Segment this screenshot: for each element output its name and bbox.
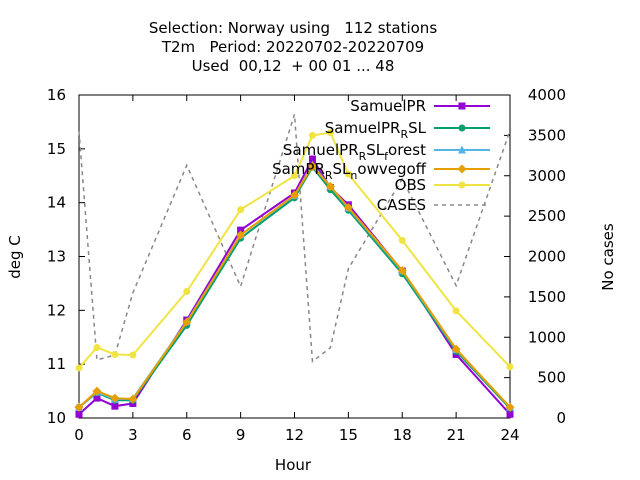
- x-tick-label: 0: [74, 426, 84, 444]
- y-axis-left: 10 11 12 13 14 15 16: [47, 86, 85, 427]
- data-point: [291, 172, 298, 180]
- legend-entry: SamuelPR: [350, 97, 490, 115]
- data-point: [237, 206, 245, 214]
- chart-title: Selection: Norway using 112 stationsT2m …: [149, 19, 437, 75]
- data-point: [74, 402, 84, 412]
- data-point: [397, 265, 407, 275]
- series-obs: [75, 129, 514, 372]
- legend-marker: [458, 102, 466, 110]
- data-point: [505, 402, 515, 412]
- x-tick-label: 3: [128, 426, 138, 444]
- y2-tick-label: 2000: [528, 248, 566, 266]
- legend-label: SamPRRSLnowvegoff: [272, 160, 427, 182]
- data-point: [325, 182, 335, 192]
- y-tick-label: 13: [47, 248, 66, 266]
- data-point: [344, 170, 352, 178]
- y-tick-label: 10: [47, 409, 66, 427]
- y-tick-label: 14: [47, 194, 66, 212]
- legend-marker: [458, 145, 466, 154]
- data-point: [111, 350, 119, 358]
- data-point: [237, 226, 245, 234]
- y2-tick-label: 4000: [528, 86, 566, 104]
- series-samuelpr-r-sl: [75, 163, 514, 412]
- y2-tick-label: 1000: [528, 328, 566, 346]
- y-tick-label: 11: [47, 355, 66, 373]
- data-point: [506, 410, 514, 418]
- series-line: [78, 164, 511, 408]
- y2-axis-label: No cases: [599, 223, 617, 291]
- legend-label: OBS: [395, 176, 426, 194]
- x-tick-label: 6: [182, 426, 192, 444]
- series-sampr-r-sl-nowvegoff: [74, 161, 515, 412]
- series-line: [78, 165, 511, 409]
- title-line: Selection: Norway using 112 stations: [149, 19, 437, 37]
- y-axis-label: deg C: [6, 235, 24, 279]
- series-line: [78, 114, 511, 363]
- data-point: [92, 386, 102, 396]
- legend-entry: SamuelPRRSLforest: [283, 141, 490, 163]
- data-point: [343, 203, 353, 213]
- data-point: [451, 344, 461, 354]
- y2-tick-label: 3000: [528, 167, 566, 185]
- data-point: [182, 317, 192, 327]
- y2-tick-label: 0: [556, 409, 566, 427]
- data-point: [111, 402, 119, 410]
- data-point: [110, 393, 120, 403]
- data-point: [75, 364, 83, 372]
- title-line: Used 00,12 + 00 01 ... 48: [192, 57, 395, 75]
- data-point: [183, 287, 191, 295]
- data-point: [93, 394, 101, 402]
- title-line: T2m Period: 20220702-20220709: [161, 38, 424, 56]
- legend-label: CASES: [377, 196, 426, 214]
- legend-marker: [458, 124, 466, 132]
- y-tick-label: 15: [47, 140, 66, 158]
- data-point: [75, 410, 83, 418]
- legend-entry: CASES: [377, 196, 490, 214]
- legend-entry: SamuelPRRSL: [325, 119, 490, 141]
- legend-marker: [458, 181, 466, 189]
- series-cases: [78, 114, 511, 363]
- legend-label: SamuelPRRSLforest: [283, 141, 426, 163]
- x-tick-label: 21: [447, 426, 466, 444]
- legend-label: SamuelPRRSL: [325, 119, 427, 141]
- legend-entry: OBS: [395, 176, 490, 194]
- legend-label: SamuelPR: [350, 97, 426, 115]
- data-point: [128, 394, 138, 404]
- x-tick-label: 15: [339, 426, 358, 444]
- x-tick-label: 18: [393, 426, 412, 444]
- data-point: [308, 131, 316, 139]
- data-point: [236, 230, 246, 240]
- y-tick-label: 16: [47, 86, 66, 104]
- y-tick-label: 12: [47, 301, 66, 319]
- legend-marker: [457, 164, 467, 174]
- x-tick-label: 12: [285, 426, 304, 444]
- data-point: [308, 155, 316, 163]
- legend-entry: SamPRRSLnowvegoff: [272, 160, 490, 182]
- y2-tick-label: 500: [537, 369, 566, 387]
- data-point: [129, 351, 137, 359]
- data-point: [326, 129, 334, 137]
- x-axis-label: Hour: [275, 456, 312, 474]
- x-tick-label: 24: [500, 426, 519, 444]
- y2-tick-label: 2500: [528, 207, 566, 225]
- data-point: [398, 236, 406, 244]
- data-point: [307, 161, 317, 171]
- y2-tick-label: 3500: [528, 126, 566, 144]
- data-point: [93, 343, 101, 351]
- legend: SamuelPR SamuelPRRSLSamuelPRRSLforestSamP…: [272, 97, 490, 214]
- y-axis-right: 0 500 1000 1500 2000 2500 3000 3500 4000: [504, 86, 566, 427]
- y2-tick-label: 1500: [528, 288, 566, 306]
- data-point: [452, 307, 460, 315]
- data-point: [290, 190, 299, 200]
- data-point: [506, 363, 514, 371]
- x-tick-label: 9: [236, 426, 246, 444]
- x-axis: 0 3 6 9 12 15 18 21 24: [74, 95, 520, 444]
- series-layer: [74, 114, 515, 418]
